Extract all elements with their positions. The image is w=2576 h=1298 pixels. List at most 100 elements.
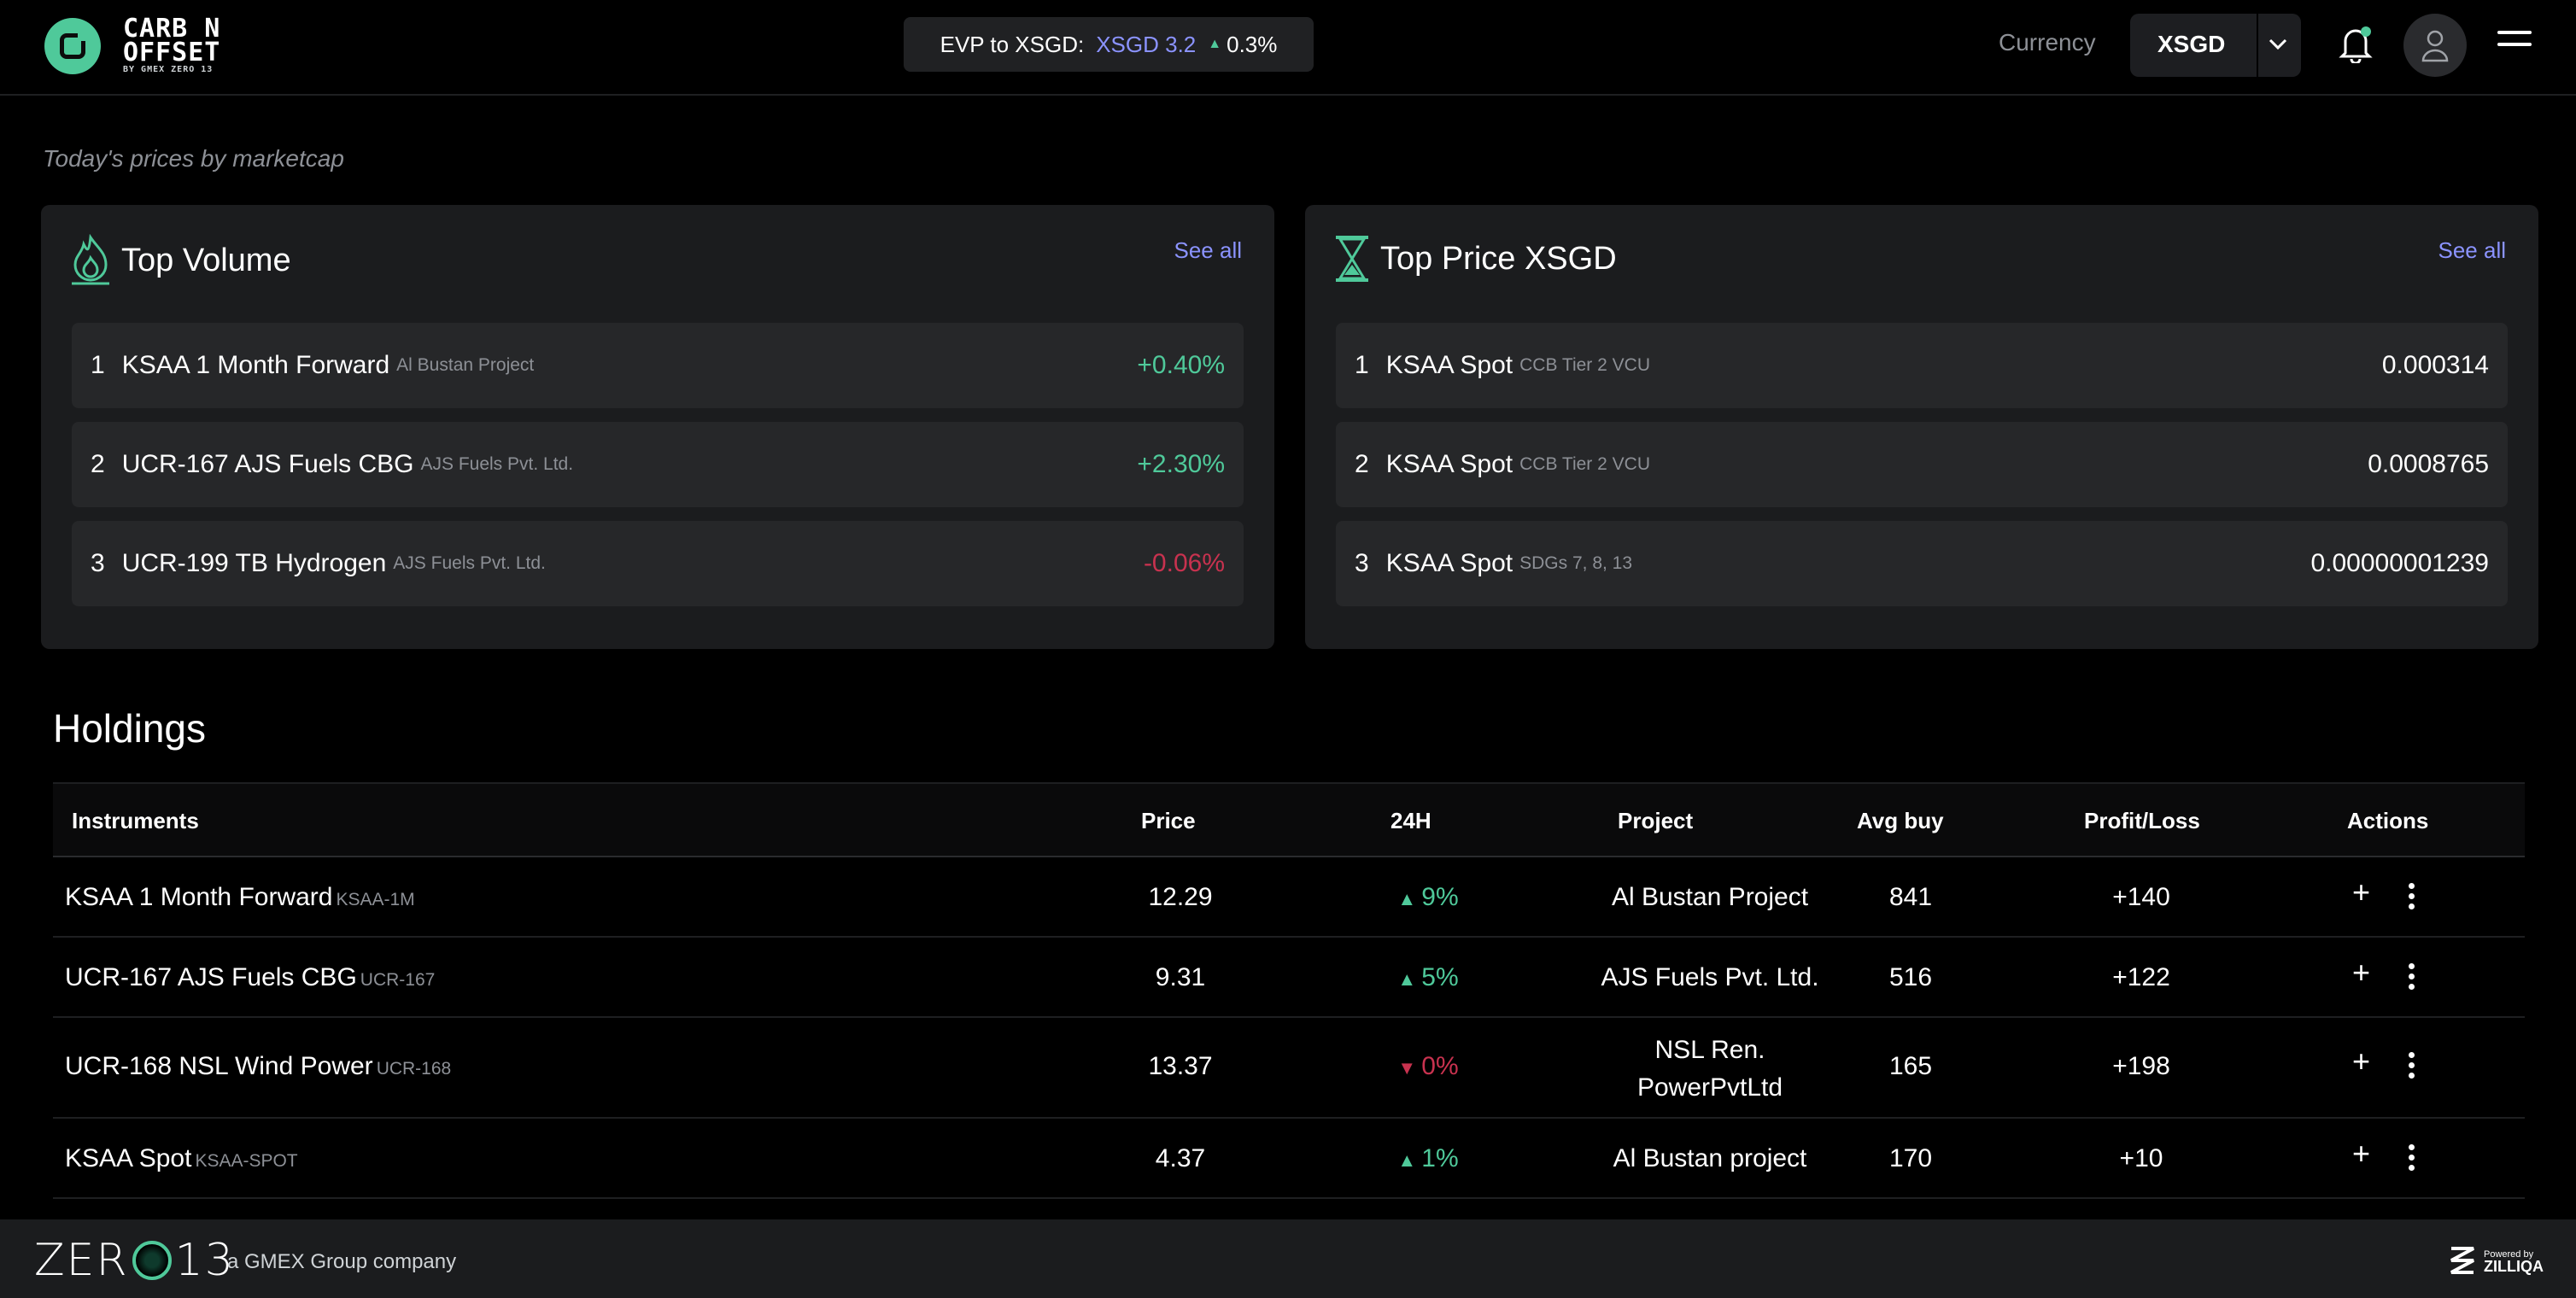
avg-buy-cell: 170 — [1888, 1144, 1933, 1172]
list-item[interactable]: 2 UCR-167 AJS Fuels CBG AJS Fuels Pvt. L… — [72, 422, 1244, 507]
avg-buy-cell: 165 — [1888, 1052, 1933, 1080]
currency-select[interactable]: XSGD — [2130, 14, 2301, 77]
project-cell: NSL Ren. — [1654, 1036, 1765, 1064]
currency-label: Currency — [1999, 29, 2096, 56]
currency-value: XSGD — [2157, 31, 2226, 57]
more-options-icon[interactable] — [2409, 1052, 2415, 1083]
price-cell: 12.29 — [1148, 883, 1213, 911]
avg-buy-cell: 841 — [1888, 883, 1933, 911]
project-cell: AJS Fuels Pvt. Ltd. — [1601, 963, 1819, 991]
powered-by-zilliqa[interactable]: Powered by ZILLIQA — [2448, 1243, 2544, 1278]
bell-icon[interactable] — [2339, 24, 2373, 63]
change-cell: 5% — [1368, 963, 1488, 992]
more-options-icon[interactable] — [2409, 963, 2415, 994]
instrument-name: UCR-199 TB Hydrogen — [121, 549, 387, 577]
instrument-name: UCR-167 AJS Fuels CBG — [121, 450, 414, 478]
hamburger-menu-icon[interactable] — [2497, 31, 2532, 56]
rank: 3 — [1355, 549, 1369, 577]
instrument-name: KSAA Spot — [1385, 549, 1513, 577]
add-icon[interactable]: + — [2352, 1044, 2371, 1079]
section-label: Today's prices by marketcap — [43, 145, 344, 172]
top-volume-title: Top Volume — [121, 242, 291, 278]
user-avatar-button[interactable] — [2403, 14, 2467, 77]
user-icon — [2421, 30, 2449, 62]
price-value: 0.000314 — [2381, 351, 2489, 379]
footer: ZER 13 a GMEX Group company Powered by Z… — [0, 1219, 2576, 1298]
rank: 2 — [1355, 450, 1369, 478]
list-item[interactable]: 3 KSAA Spot SDGs 7, 8, 13 0.00000001239 — [1336, 521, 2508, 606]
price-cell: 13.37 — [1148, 1052, 1213, 1080]
change-cell: 9% — [1368, 883, 1488, 912]
footer-brand-left: ZER — [34, 1235, 129, 1286]
column-header-avg-buy[interactable]: Avg buy — [1857, 808, 1944, 833]
project-name: AJS Fuels Pvt. Ltd. — [420, 454, 574, 474]
price-value: 0.0008765 — [2368, 450, 2489, 478]
instrument-name: KSAA 1 Month Forward — [121, 351, 390, 379]
instrument-tier: SDGs 7, 8, 13 — [1519, 553, 1633, 573]
column-header-24h[interactable]: 24H — [1390, 808, 1431, 833]
instrument-code: UCR-168 — [376, 1059, 452, 1079]
footer-tagline: a GMEX Group company — [227, 1250, 457, 1273]
column-header-project[interactable]: Project — [1618, 808, 1694, 833]
top-header: CARB N OFFSET BY GMEX ZERO 13 EVP to XSG… — [0, 0, 2576, 96]
column-header-profit-loss[interactable]: Profit/Loss — [2084, 808, 2200, 833]
see-all-link-price[interactable]: See all — [2438, 237, 2507, 263]
project-name: AJS Fuels Pvt. Ltd. — [393, 553, 546, 573]
column-header-instruments[interactable]: Instruments — [72, 808, 199, 833]
price-ticker: EVP to XSGD: XSGD 3.2 ▲ 0.3% — [904, 17, 1314, 72]
price-value: 0.00000001239 — [2310, 549, 2489, 577]
instrument-tier: CCB Tier 2 VCU — [1519, 454, 1650, 474]
change-cell: 0% — [1368, 1052, 1488, 1081]
ticker-value: XSGD 3.2 — [1096, 31, 1197, 57]
instrument-name: KSAA Spot — [65, 1144, 192, 1172]
add-icon[interactable]: + — [2352, 1136, 2371, 1171]
ticker-label: EVP to XSGD: — [940, 31, 1085, 57]
triangle-up-icon: ▲ — [1208, 37, 1222, 51]
project-cell-line-2: PowerPvtLtd — [1636, 1073, 1783, 1102]
project-name: Al Bustan Project — [396, 355, 535, 375]
more-options-icon[interactable] — [2409, 1144, 2415, 1175]
add-icon[interactable]: + — [2352, 874, 2371, 909]
zilliqa-logo-icon — [2450, 1247, 2474, 1274]
chevron-down-icon[interactable] — [2267, 36, 2289, 53]
column-header-price[interactable]: Price — [1141, 808, 1196, 833]
logo-mark-icon — [44, 18, 101, 74]
instrument-name: UCR-168 NSL Wind Power — [65, 1052, 373, 1080]
see-all-link-volume[interactable]: See all — [1174, 237, 1243, 263]
profit-loss-cell: +10 — [2119, 1144, 2163, 1172]
rank: 3 — [91, 549, 105, 577]
column-header-actions: Actions — [2347, 808, 2429, 833]
profit-loss-cell: +198 — [2112, 1052, 2170, 1080]
zero13-logo[interactable]: ZER 13 — [34, 1235, 235, 1286]
ticker-change: 0.3% — [1227, 31, 1278, 57]
list-item[interactable]: 1 KSAA Spot CCB Tier 2 VCU 0.000314 — [1336, 323, 2508, 408]
volume-change: +0.40% — [1137, 351, 1225, 379]
instrument-code: KSAA-1M — [336, 890, 415, 909]
project-cell: Al Bustan Project — [1611, 883, 1809, 911]
carbon-offset-logo[interactable]: CARB N OFFSET BY GMEX ZERO 13 — [44, 16, 221, 75]
profit-loss-cell: +140 — [2112, 883, 2170, 911]
instrument-tier: CCB Tier 2 VCU — [1519, 355, 1650, 375]
top-volume-card: Top Volume See all 1 KSAA 1 Month Forwar… — [41, 205, 1274, 649]
list-item[interactable]: 2 KSAA Spot CCB Tier 2 VCU 0.0008765 — [1336, 422, 2508, 507]
top-price-card: Top Price XSGD See all 1 KSAA Spot CCB T… — [1305, 205, 2538, 649]
rank: 1 — [1355, 351, 1369, 379]
volume-change: -0.06% — [1143, 549, 1225, 577]
instrument-name: KSAA Spot — [1385, 450, 1513, 478]
add-icon[interactable]: + — [2352, 955, 2371, 990]
table-header: Instruments Price 24H Project Avg buy Pr… — [53, 782, 2525, 857]
more-options-icon[interactable] — [2409, 883, 2415, 914]
logo-line-2: OFFSET — [123, 38, 221, 67]
list-item[interactable]: 3 UCR-199 TB Hydrogen AJS Fuels Pvt. Ltd… — [72, 521, 1244, 606]
project-cell: Al Bustan project — [1613, 1144, 1807, 1172]
holdings-title: Holdings — [53, 706, 206, 751]
powered-brand: ZILLIQA — [2484, 1258, 2544, 1275]
profit-loss-cell: +122 — [2112, 963, 2170, 991]
avg-buy-cell: 516 — [1888, 963, 1933, 991]
flame-icon — [72, 234, 109, 285]
list-item[interactable]: 1 KSAA 1 Month Forward Al Bustan Project… — [72, 323, 1244, 408]
